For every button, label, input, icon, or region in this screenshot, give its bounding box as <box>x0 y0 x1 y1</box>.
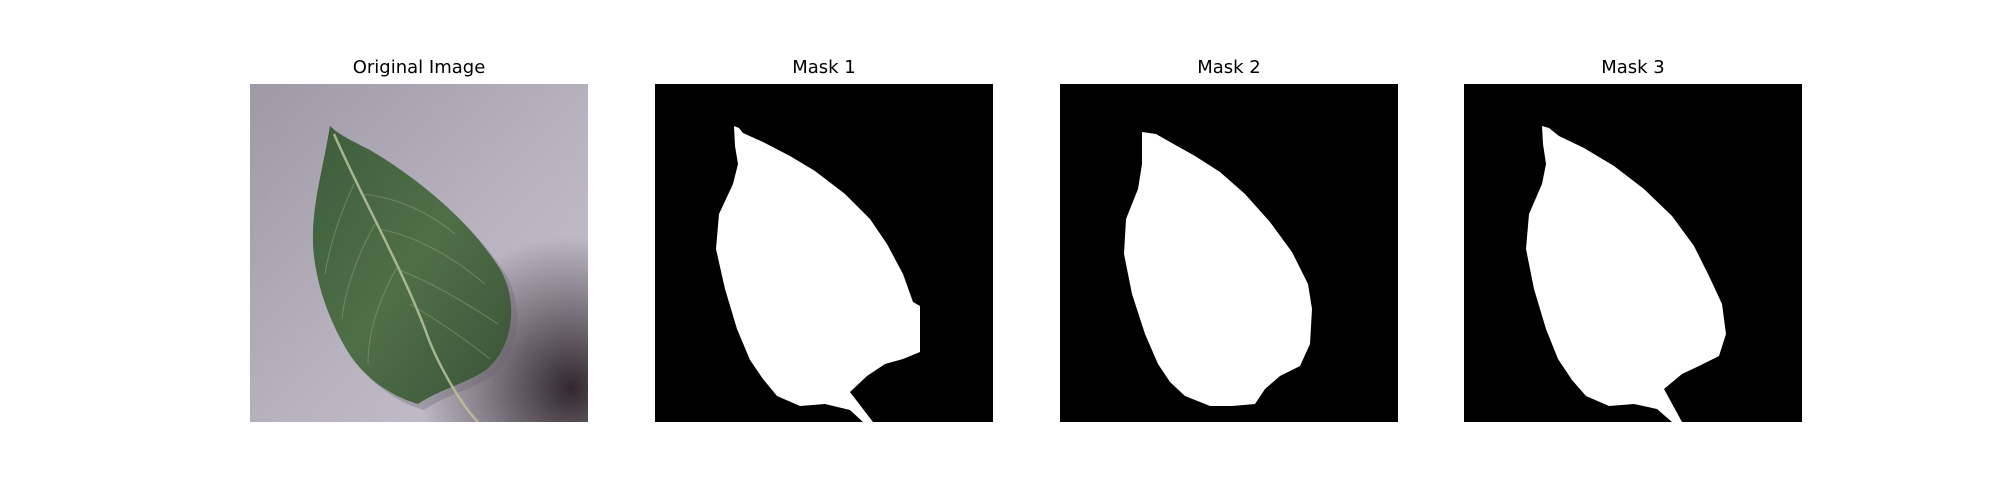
mask-1-silhouette <box>716 126 920 422</box>
panel-mask-1: Mask 1 <box>655 55 993 430</box>
panel-title: Mask 3 <box>1601 57 1665 78</box>
panel-title: Original Image <box>352 57 486 78</box>
panel-mask-2: Mask 2 <box>1060 55 1398 430</box>
panel-title: Mask 1 <box>792 57 856 78</box>
mask-2-silhouette <box>1124 132 1312 406</box>
mask-3-image <box>1464 84 1802 422</box>
mask-2-image <box>1060 84 1398 422</box>
original-leaf-photo <box>250 84 588 422</box>
mask-1-image <box>655 84 993 422</box>
mask-3-silhouette <box>1526 126 1726 422</box>
panel-title: Mask 2 <box>1197 57 1261 78</box>
panel-original-image: Original Image <box>250 55 588 430</box>
panel-mask-3: Mask 3 <box>1464 55 1802 430</box>
